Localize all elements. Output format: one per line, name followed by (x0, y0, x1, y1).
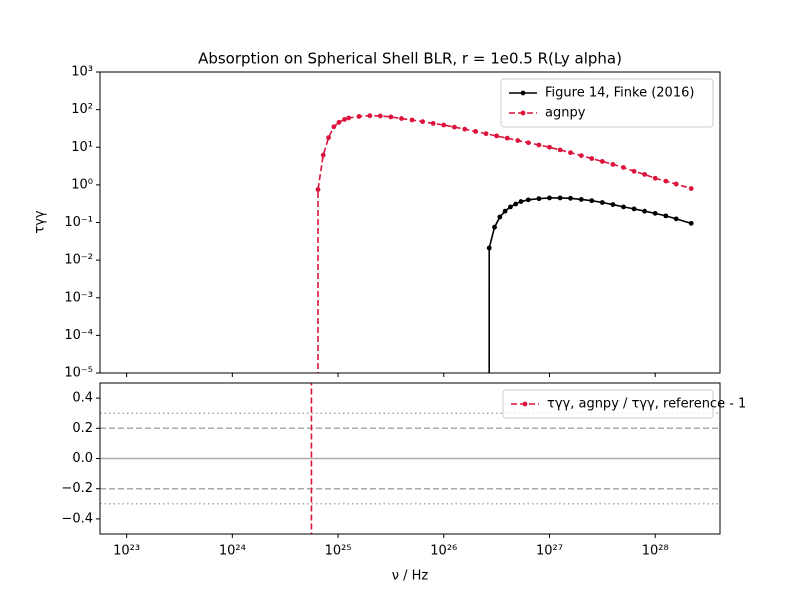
data-point (326, 135, 331, 141)
data-point (320, 152, 326, 158)
y-tick-label: 0.0 (72, 451, 93, 466)
data-point (578, 153, 584, 158)
x-tick-label: 10²⁵ (325, 544, 352, 559)
data-point (610, 162, 616, 167)
data-point (688, 220, 694, 226)
data-point (515, 138, 521, 143)
data-point (486, 245, 492, 251)
data-point (525, 197, 531, 203)
plot-area (315, 113, 694, 373)
y-tick-label: 10³ (71, 65, 93, 80)
data-point (430, 121, 436, 126)
data-point (483, 131, 489, 137)
y-tick-label: 10⁻⁴ (64, 328, 93, 343)
data-point (508, 204, 513, 210)
data-point (420, 119, 426, 125)
legend-box (500, 78, 714, 128)
data-point (409, 117, 415, 123)
data-point (497, 214, 503, 220)
data-point (631, 168, 637, 174)
data-point (663, 178, 669, 184)
data-point (557, 147, 563, 153)
data-point (504, 135, 510, 141)
data-point (399, 116, 404, 121)
data-point (502, 208, 508, 214)
y-tick-label: −0.4 (61, 511, 93, 526)
data-point (525, 140, 531, 146)
chart-title: Absorption on Spherical Shell BLR, r = 1… (198, 50, 622, 68)
data-point (652, 210, 658, 216)
data-point (494, 133, 500, 139)
data-point (578, 197, 584, 202)
data-point (492, 224, 497, 230)
data-point (599, 159, 605, 164)
data-point (536, 196, 542, 202)
legend-box (502, 389, 714, 419)
y-tick-label: 0.4 (72, 391, 93, 406)
data-point (599, 200, 605, 205)
data-point (568, 195, 573, 201)
data-point (356, 114, 362, 119)
data-point (377, 113, 383, 119)
data-point (547, 195, 552, 201)
data-point (589, 198, 595, 204)
data-point (367, 113, 373, 119)
data-point (610, 202, 616, 207)
data-point (315, 187, 321, 192)
legend-label: τγγ, agnpy / τγγ, reference - 1 (547, 397, 746, 412)
plot-area (100, 305, 720, 534)
data-point (336, 119, 342, 125)
data-point (673, 216, 679, 222)
x-tick-label: 10²⁸ (642, 544, 669, 559)
data-point (346, 115, 352, 121)
data-point (518, 199, 524, 204)
x-tick-label: 10²³ (113, 544, 140, 559)
x-axis-label: ν / Hz (392, 569, 429, 584)
y-tick-label: −0.2 (61, 481, 93, 496)
data-point (631, 206, 637, 212)
data-point (568, 150, 573, 156)
data-point (621, 204, 626, 210)
x-tick-label: 10²⁴ (219, 544, 246, 559)
legend-marker (520, 110, 526, 116)
y-tick-label: 0.2 (72, 421, 93, 436)
series-line (317, 114, 692, 373)
y-tick-label: 10⁻⁵ (64, 366, 93, 381)
data-point (473, 129, 479, 134)
data-point (688, 186, 694, 191)
data-point (642, 171, 648, 177)
legend-marker (520, 90, 526, 96)
legend-label: agnpy (545, 106, 586, 121)
data-point (621, 165, 626, 170)
data-point (589, 156, 595, 161)
data-point (557, 195, 563, 201)
y-tick-label: 10⁻¹ (64, 215, 93, 230)
data-point (342, 116, 347, 122)
data-point (388, 114, 394, 120)
data-point (309, 305, 314, 310)
data-point (663, 213, 669, 219)
y-tick-label: 10⁻³ (64, 290, 93, 305)
data-point (642, 208, 648, 214)
data-point (652, 175, 658, 181)
legend-label: Figure 14, Finke (2016) (545, 86, 694, 101)
y-tick-label: 10⁰ (71, 177, 93, 192)
x-tick-label: 10²⁷ (536, 544, 563, 559)
y-tick-label: 10² (71, 102, 93, 117)
x-tick-label: 10²⁶ (430, 544, 457, 559)
data-point (441, 122, 447, 128)
y-tick-label: 10⁻² (64, 253, 93, 268)
data-point (536, 142, 542, 148)
data-point (331, 124, 337, 130)
data-point (513, 201, 519, 207)
data-point (547, 144, 552, 150)
data-point (462, 126, 468, 132)
y-axis-label: τγγ (33, 210, 48, 234)
legend-marker (522, 401, 528, 407)
data-point (673, 181, 679, 187)
y-tick-label: 10¹ (71, 140, 93, 155)
data-point (451, 124, 457, 130)
